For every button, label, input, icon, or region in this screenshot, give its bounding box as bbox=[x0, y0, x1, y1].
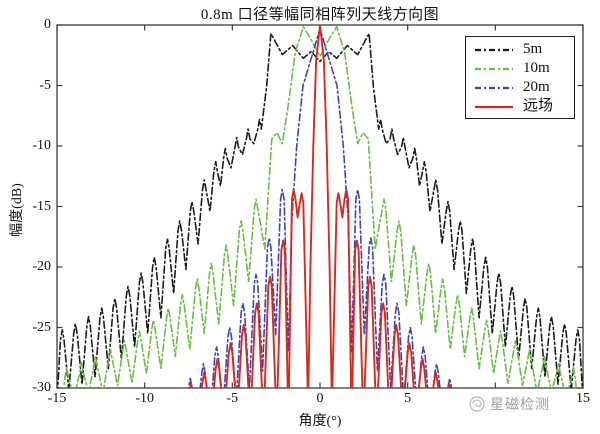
series-curve-5m bbox=[57, 32, 583, 388]
watermark-text: 星磁检测 bbox=[490, 398, 550, 413]
curves bbox=[57, 25, 583, 388]
legend-line-sample bbox=[475, 48, 513, 51]
y-tick-label: -25 bbox=[32, 319, 51, 335]
legend-label: 远场 bbox=[523, 98, 554, 114]
x-tick-label: 0 bbox=[316, 391, 324, 406]
y-axis-label: 幅度(dB) bbox=[10, 183, 25, 237]
legend-label: 5m bbox=[523, 41, 543, 57]
legend-line-sample bbox=[475, 105, 513, 108]
chart-title: 0.8m 口径等幅同相阵列天线方向图 bbox=[200, 7, 440, 23]
y-tick-label: -20 bbox=[32, 259, 51, 274]
series-curve-远场 bbox=[189, 25, 451, 388]
legend-line-sample bbox=[475, 86, 513, 89]
y-tick-label: -30 bbox=[32, 380, 51, 395]
legend-item-10m: 10m bbox=[466, 59, 574, 78]
legend-item-远场: 远场 bbox=[466, 97, 574, 116]
legend-line-sample bbox=[475, 67, 513, 70]
y-tick-label: -10 bbox=[32, 138, 51, 153]
legend-label: 10m bbox=[523, 60, 550, 76]
series-curve-20m bbox=[187, 27, 453, 388]
legend-item-20m: 20m bbox=[466, 78, 574, 97]
legend-label: 20m bbox=[523, 79, 550, 95]
x-tick-label: 5 bbox=[404, 391, 412, 406]
x-tick-label: 15 bbox=[576, 391, 590, 406]
legend: 5m 10m 20m 远场 bbox=[465, 36, 575, 119]
y-tick-label: -5 bbox=[39, 77, 51, 93]
watermark: 星磁检测 bbox=[448, 392, 550, 416]
y-tick-label: 0 bbox=[44, 17, 51, 32]
x-tick-label: -5 bbox=[226, 391, 239, 406]
x-tick-label: -15 bbox=[47, 391, 67, 406]
legend-item-5m: 5m bbox=[466, 40, 574, 59]
series-curve-10m bbox=[62, 26, 578, 388]
x-tick-label: -10 bbox=[135, 391, 154, 406]
x-axis-label: 角度(°) bbox=[298, 414, 342, 429]
y-tick-label: -15 bbox=[32, 198, 51, 214]
swirl-logo-icon bbox=[469, 396, 485, 412]
